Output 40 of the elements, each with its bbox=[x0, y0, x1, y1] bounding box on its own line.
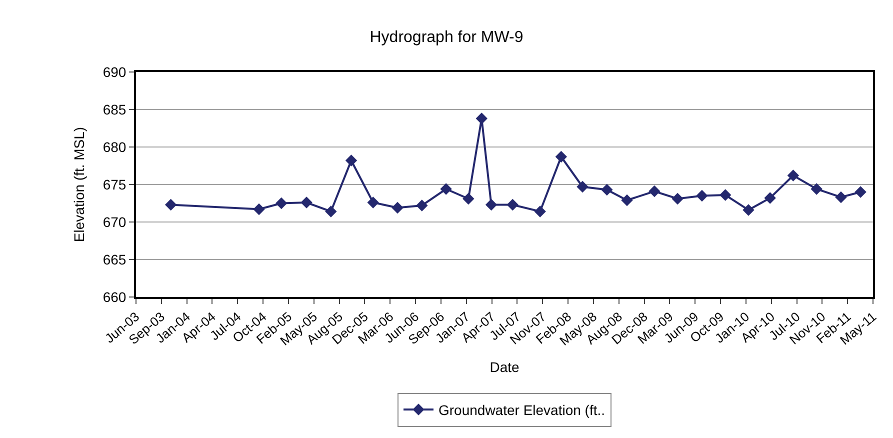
point bbox=[506, 198, 518, 211]
legend-label: Groundwater Elevation (ft.. bbox=[438, 402, 606, 418]
y-tick-label: 660 bbox=[102, 288, 126, 305]
point bbox=[300, 196, 312, 208]
y-tick-label: 675 bbox=[102, 176, 126, 192]
point bbox=[325, 206, 337, 218]
point bbox=[253, 203, 265, 216]
point bbox=[621, 194, 633, 206]
point bbox=[648, 185, 660, 198]
y-tick-label: 670 bbox=[102, 214, 126, 230]
chart-title: Hydrograph for MW-9 bbox=[370, 28, 524, 46]
point bbox=[787, 170, 800, 182]
point bbox=[416, 200, 428, 212]
point bbox=[764, 192, 776, 204]
y-tick-label: 685 bbox=[102, 101, 126, 118]
point bbox=[576, 180, 588, 193]
point bbox=[534, 206, 546, 218]
point bbox=[485, 198, 498, 211]
y-axis-title: Elevation (ft. MSL) bbox=[70, 126, 87, 242]
point bbox=[720, 189, 732, 201]
point bbox=[555, 150, 568, 163]
point bbox=[164, 198, 177, 211]
point bbox=[696, 190, 708, 202]
point bbox=[367, 196, 379, 208]
point bbox=[462, 192, 474, 205]
y-tick-label: 680 bbox=[102, 138, 126, 155]
point bbox=[345, 154, 358, 166]
point bbox=[854, 186, 866, 198]
point bbox=[810, 183, 822, 195]
point bbox=[601, 184, 613, 196]
x-axis-title: Date bbox=[490, 359, 520, 376]
y-tick-label: 690 bbox=[102, 64, 126, 80]
y-tick-label: 665 bbox=[102, 251, 126, 268]
point bbox=[276, 197, 288, 210]
point bbox=[476, 112, 488, 124]
point bbox=[835, 191, 847, 204]
point bbox=[392, 202, 404, 214]
point bbox=[440, 183, 452, 195]
point bbox=[672, 192, 684, 205]
point bbox=[742, 204, 754, 216]
